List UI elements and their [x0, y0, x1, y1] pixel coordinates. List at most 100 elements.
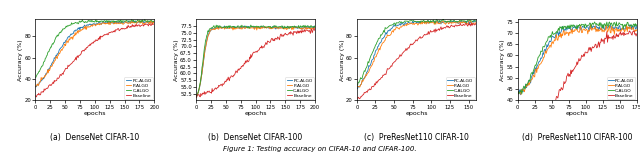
Baseline: [378, 76, 386, 78]
C-ALGO: [419, 20, 427, 22]
P-ALGO: [193, 94, 200, 96]
P-ALGO: [63, 40, 71, 42]
PC-ALGO: [433, 20, 441, 22]
Baseline: [468, 23, 476, 24]
C-ALGO: [198, 74, 205, 75]
C-ALGO: [150, 20, 158, 22]
Baseline: [456, 22, 464, 24]
Baseline: [420, 34, 428, 36]
Line: P-ALGO: P-ALGO: [518, 24, 637, 95]
C-ALGO: [633, 24, 640, 26]
P-ALGO: [354, 86, 362, 88]
C-ALGO: [247, 24, 255, 26]
Baseline: [525, 136, 532, 138]
Baseline: [354, 97, 362, 99]
C-ALGO: [612, 21, 620, 23]
PC-ALGO: [193, 94, 200, 96]
PC-ALGO: [419, 21, 427, 23]
C-ALGO: [36, 68, 44, 70]
PC-ALGO: [200, 58, 207, 59]
PC-ALGO: [549, 35, 557, 37]
C-ALGO: [603, 21, 611, 23]
Line: PC-ALGO: PC-ALGO: [196, 26, 315, 95]
PC-ALGO: [139, 19, 147, 21]
PC-ALGO: [32, 86, 40, 88]
C-ALGO: [54, 35, 61, 37]
P-ALGO: [215, 28, 223, 30]
Baseline: [215, 84, 223, 86]
Y-axis label: Accuracy (%): Accuracy (%): [173, 39, 179, 81]
P-ALGO: [517, 94, 525, 96]
Line: C-ALGO: C-ALGO: [36, 20, 154, 77]
C-ALGO: [387, 24, 395, 26]
Y-axis label: Accuracy (%): Accuracy (%): [500, 39, 506, 81]
Line: Baseline: Baseline: [36, 24, 154, 97]
Line: C-ALGO: C-ALGO: [518, 22, 637, 94]
X-axis label: epochs: epochs: [566, 111, 589, 116]
C-ALGO: [140, 20, 148, 22]
PC-ALGO: [54, 53, 61, 55]
C-ALGO: [557, 27, 564, 29]
PC-ALGO: [306, 26, 314, 28]
Baseline: [549, 102, 557, 104]
C-ALGO: [515, 91, 522, 93]
P-ALGO: [604, 31, 611, 33]
Line: Baseline: Baseline: [196, 28, 315, 97]
PC-ALGO: [145, 22, 153, 23]
PC-ALGO: [515, 93, 522, 95]
P-ALGO: [587, 23, 595, 25]
C-ALGO: [200, 53, 207, 55]
Title: (a)  DenseNet CIFAR-10: (a) DenseNet CIFAR-10: [50, 133, 140, 142]
P-ALGO: [388, 31, 396, 33]
C-ALGO: [63, 25, 71, 27]
P-ALGO: [515, 93, 522, 95]
PC-ALGO: [593, 26, 600, 28]
P-ALGO: [150, 21, 158, 23]
Line: Baseline: Baseline: [518, 31, 637, 146]
PC-ALGO: [311, 26, 319, 28]
P-ALGO: [549, 43, 557, 45]
Baseline: [516, 145, 524, 147]
Baseline: [145, 23, 153, 25]
PC-ALGO: [198, 75, 205, 77]
C-ALGO: [215, 26, 223, 28]
Baseline: [148, 23, 156, 25]
Baseline: [388, 65, 396, 67]
Baseline: [225, 76, 232, 78]
PC-ALGO: [63, 37, 71, 39]
X-axis label: epochs: epochs: [405, 111, 428, 116]
Text: Figure 1: Testing accuracy on CIFAR-10 and CIFAR-100.: Figure 1: Testing accuracy on CIFAR-10 a…: [223, 146, 417, 152]
C-ALGO: [225, 25, 232, 27]
Baseline: [198, 94, 205, 96]
C-ALGO: [616, 23, 623, 25]
Baseline: [64, 64, 72, 66]
Line: P-ALGO: P-ALGO: [196, 26, 315, 95]
P-ALGO: [36, 80, 44, 82]
C-ALGO: [193, 95, 200, 97]
Baseline: [200, 93, 207, 95]
P-ALGO: [633, 29, 640, 31]
Baseline: [615, 33, 623, 35]
Baseline: [193, 96, 200, 98]
Baseline: [633, 33, 640, 35]
PC-ALGO: [603, 27, 611, 29]
PC-ALGO: [378, 40, 385, 42]
Title: (d)  PreResNet110 CIFAR-100: (d) PreResNet110 CIFAR-100: [522, 133, 632, 142]
C-ALGO: [549, 33, 557, 35]
Legend: PC-ALGO, P-ALGO, C-ALGO, Baseline: PC-ALGO, P-ALGO, C-ALGO, Baseline: [285, 77, 314, 99]
Baseline: [311, 30, 319, 32]
Baseline: [630, 30, 638, 32]
Baseline: [451, 24, 459, 26]
PC-ALGO: [557, 32, 564, 34]
P-ALGO: [145, 23, 153, 24]
P-ALGO: [420, 22, 428, 23]
C-ALGO: [518, 93, 525, 95]
P-ALGO: [225, 27, 232, 29]
Baseline: [141, 23, 148, 25]
Baseline: [472, 23, 480, 24]
Baseline: [301, 31, 309, 33]
PC-ALGO: [626, 24, 634, 26]
C-ALGO: [472, 20, 480, 22]
P-ALGO: [302, 28, 310, 30]
C-ALGO: [378, 34, 385, 36]
